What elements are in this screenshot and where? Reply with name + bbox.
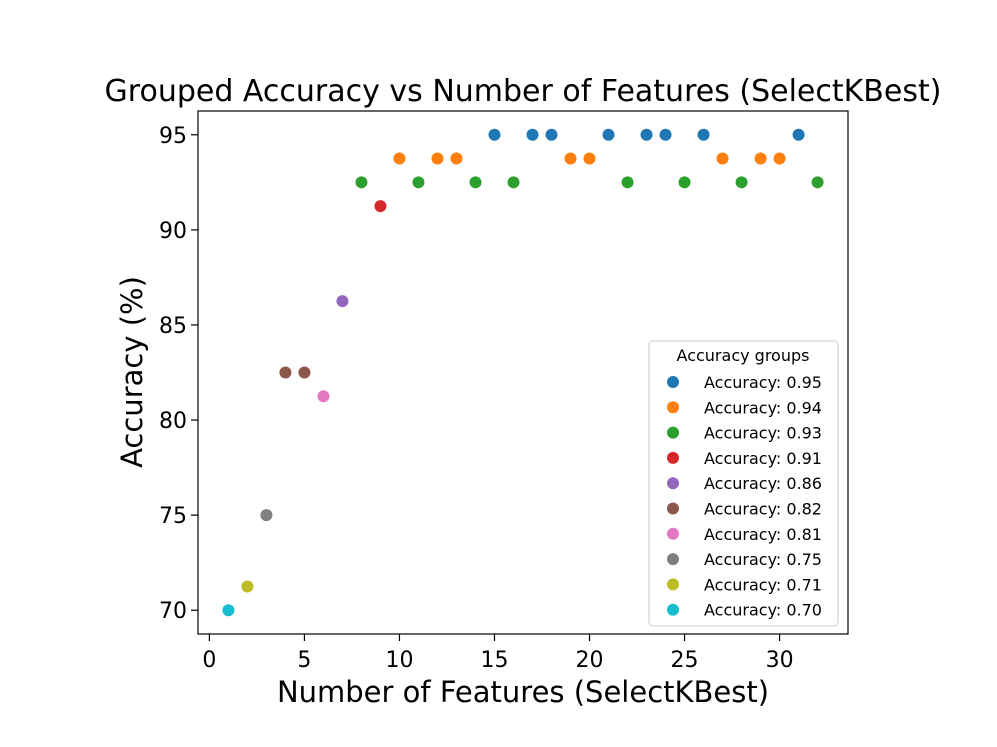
data-point: [583, 152, 596, 165]
data-point: [659, 128, 672, 141]
data-point: [545, 128, 558, 141]
legend-label: Accuracy: 0.81: [704, 525, 822, 544]
data-point: [773, 152, 786, 165]
legend-label: Accuracy: 0.86: [704, 474, 822, 493]
data-point: [336, 295, 349, 308]
y-axis: 70 75 80 85 90 95: [159, 124, 198, 624]
data-point: [488, 128, 501, 141]
data-point: [374, 200, 387, 213]
data-point: [355, 176, 368, 189]
legend-marker: [667, 553, 679, 566]
legend-marker: [667, 578, 679, 591]
data-point: [260, 509, 273, 522]
data-points: [222, 128, 824, 617]
data-point: [241, 580, 254, 593]
y-tick-label: 80: [159, 409, 187, 434]
y-tick-label: 70: [159, 599, 187, 624]
legend-marker: [667, 527, 679, 540]
y-tick-label: 95: [159, 124, 187, 149]
data-point: [811, 176, 824, 189]
legend-marker: [667, 603, 679, 616]
data-point: [469, 176, 482, 189]
data-point: [678, 176, 691, 189]
data-point: [317, 390, 330, 403]
legend: Accuracy groups Accuracy: 0.95Accuracy: …: [648, 340, 839, 627]
x-tick-label: 10: [385, 648, 413, 673]
data-point: [602, 128, 615, 141]
data-point: [222, 604, 235, 617]
x-tick-label: 25: [671, 648, 699, 673]
data-point: [716, 152, 729, 165]
data-point: [431, 152, 444, 165]
y-axis-label: Accuracy (%): [115, 276, 149, 468]
x-axis-label: Number of Features (SelectKBest): [277, 675, 769, 709]
data-point: [621, 176, 634, 189]
data-point: [412, 176, 425, 189]
data-point: [526, 128, 539, 141]
legend-marker: [667, 477, 679, 490]
legend-marker: [667, 451, 679, 464]
data-point: [640, 128, 653, 141]
data-point: [279, 366, 292, 379]
x-tick-label: 30: [766, 648, 794, 673]
data-point: [697, 128, 710, 141]
x-tick-label: 0: [202, 648, 216, 673]
legend-label: Accuracy: 0.93: [704, 424, 822, 443]
x-tick-label: 15: [480, 648, 508, 673]
y-tick-label: 90: [159, 219, 187, 244]
legend-marker: [667, 401, 679, 414]
legend-title: Accuracy groups: [677, 346, 810, 365]
plot-frame: [197, 110, 849, 635]
legend-label: Accuracy: 0.71: [704, 575, 822, 594]
legend-entries: Accuracy: 0.95 Accuracy: 0.94 Accuracy: 0.…: [667, 373, 822, 620]
legend-label: Accuracy: 0.82: [704, 500, 822, 519]
data-point: [735, 176, 748, 189]
chart-title: Grouped Accuracy vs Number of Features (…: [105, 74, 942, 109]
y-tick-label: 75: [159, 504, 187, 529]
data-point: [507, 176, 520, 189]
data-point: [298, 366, 311, 379]
x-axis: 0 5 10 15 20 25 30: [202, 634, 794, 673]
y-tick-label: 85: [159, 314, 187, 339]
legend-label: Accuracy: 0.91: [704, 449, 822, 468]
legend-box: [648, 340, 839, 627]
data-point: [754, 152, 767, 165]
legend-marker: [667, 502, 679, 515]
data-point: [792, 128, 805, 141]
legend-label: Accuracy: 0.70: [704, 601, 822, 620]
legend-marker: [667, 376, 679, 388]
legend-label: Accuracy: 0.75: [704, 550, 822, 569]
legend-label: Accuracy: 0.94: [704, 398, 822, 417]
data-point: [393, 152, 406, 165]
x-tick-label: 20: [576, 648, 604, 673]
legend-label: Accuracy: 0.95: [704, 373, 822, 392]
x-tick-label: 5: [297, 648, 311, 673]
data-point: [450, 152, 463, 165]
legend-marker: [667, 426, 679, 439]
data-point: [564, 152, 577, 165]
